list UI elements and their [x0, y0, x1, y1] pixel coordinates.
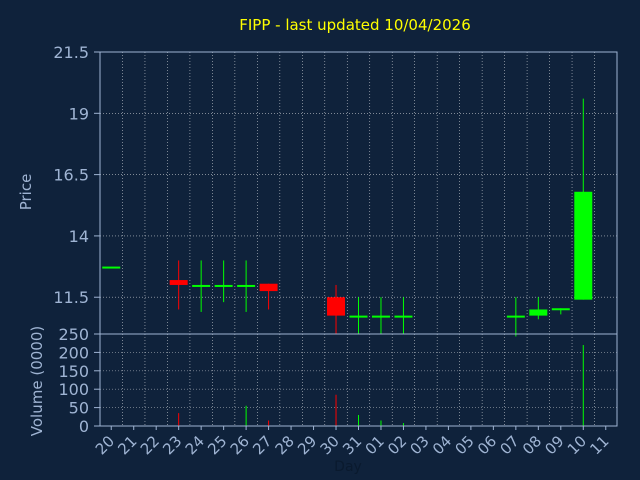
candle-body [551, 308, 570, 311]
candle-body [169, 280, 188, 285]
volume-bars [178, 345, 584, 426]
candle-body [371, 315, 390, 318]
x-axis-label: Day [334, 459, 362, 475]
volume-tick-label: 250 [58, 325, 89, 344]
price-axis-label: Price [17, 174, 35, 211]
candle-body [192, 284, 211, 287]
candle-body [529, 309, 548, 316]
price-tick-label: 19 [69, 104, 89, 123]
candle-body [214, 284, 233, 287]
price-tick-label: 14 [69, 227, 89, 246]
volume-tick-label: 100 [58, 380, 89, 399]
candle-body [506, 315, 525, 318]
candle-body [349, 315, 368, 318]
candle-body [259, 283, 278, 292]
price-grid [94, 51, 617, 334]
price-tick-label: 11.5 [53, 288, 89, 307]
price-plot-frame [99, 51, 618, 335]
candle-body [102, 266, 121, 269]
x-tick-label: 11 [586, 432, 612, 458]
candle-body [574, 191, 593, 300]
candle-body [327, 297, 346, 316]
price-tick-labels: 11.5 14 16.5 19 21.5 [53, 43, 89, 307]
price-tick-label: 16.5 [53, 166, 89, 185]
plot-frames [99, 51, 618, 427]
volume-tick-label: 50 [69, 399, 89, 418]
volume-tick-label: 0 [79, 417, 89, 436]
x-tick-labels: 2021222324252627282930310102030405060708… [92, 426, 613, 458]
candle-body [237, 284, 256, 287]
volume-tick-label: 150 [58, 362, 89, 381]
price-tick-label: 21.5 [53, 43, 89, 62]
volume-grid [94, 333, 617, 427]
volume-axis-label: Volume (0000) [28, 326, 46, 436]
volume-plot-frame [99, 333, 618, 427]
volume-tick-label: 200 [58, 343, 89, 362]
chart-title: FIPP - last updated 10/04/2026 [239, 16, 471, 34]
candle-body [394, 315, 413, 318]
candles [102, 98, 593, 337]
